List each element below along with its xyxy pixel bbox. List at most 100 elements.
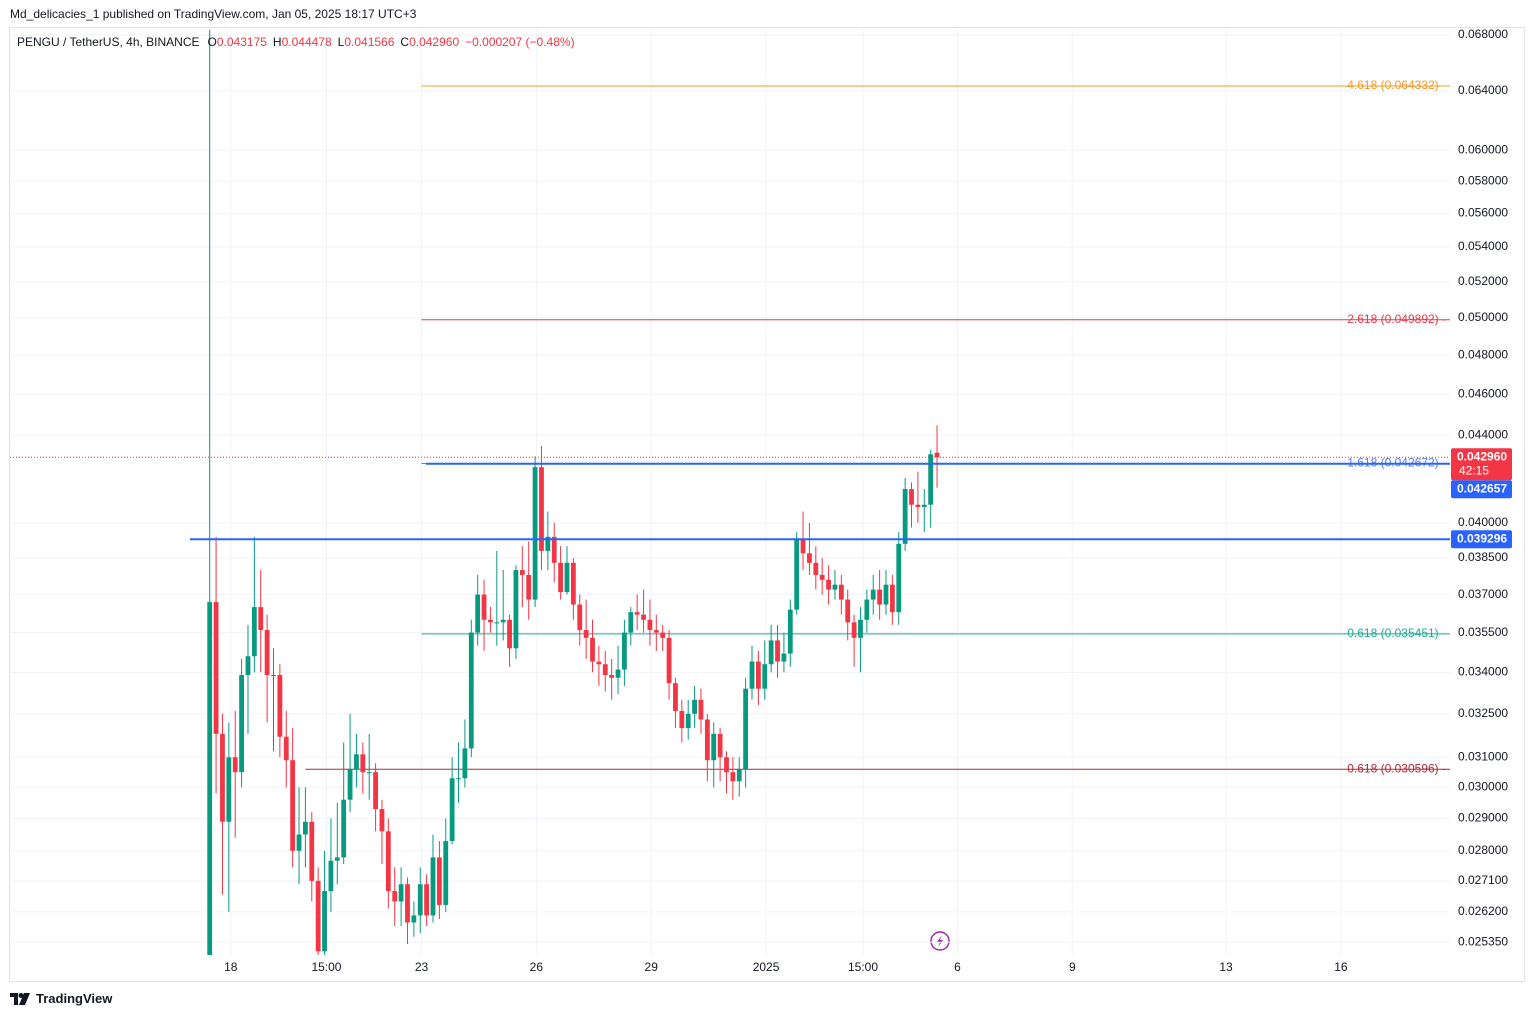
fib-label: 2.618 (0.049892) - [1347, 312, 1446, 326]
y-tick-label: 0.030000 [1458, 780, 1508, 794]
x-tick-label: 15:00 [848, 960, 878, 974]
candle-body [858, 619, 863, 638]
candle-body [698, 699, 704, 720]
y-tick-label: 0.046000 [1458, 387, 1508, 401]
candle-body [717, 733, 723, 758]
candle-body [303, 821, 308, 835]
candle-body [583, 630, 589, 638]
y-tick-label: 0.052000 [1458, 274, 1508, 288]
candle-body [590, 637, 595, 662]
legend-key: L [337, 35, 345, 49]
candle-body [283, 736, 289, 761]
price-badge-label: 0.039296 [1457, 531, 1507, 545]
candle-body [207, 602, 213, 955]
candle-body [475, 594, 481, 633]
x-tick-label: 26 [530, 960, 544, 974]
candle-body [417, 884, 423, 916]
candle-body [622, 632, 627, 670]
candle-body [896, 543, 902, 613]
chart: 18 15:00 23 26 29 2025 15:00 6 9 13 16 0.068000 0.06… [9, 27, 1525, 982]
legend-value: 0.042960 [409, 35, 460, 49]
candle-body [545, 536, 551, 551]
fib-label: 4.618 (0.064332) - [1347, 78, 1446, 92]
candle-body [832, 584, 838, 590]
y-tick-label: 0.054000 [1458, 239, 1508, 253]
legend-value: 0.043175 [216, 35, 267, 49]
candle-body [226, 757, 232, 822]
y-tick-label: 0.060000 [1458, 142, 1508, 156]
x-tick-label: 18 [224, 960, 238, 974]
candle-body [730, 772, 736, 782]
candle-body [405, 884, 410, 923]
candle-body [392, 891, 398, 902]
candle-body [347, 769, 353, 800]
candle-body [564, 562, 570, 593]
candle-body [220, 733, 225, 822]
chart-frame [9, 27, 1525, 982]
candle-body [864, 599, 870, 620]
candle-body [526, 574, 532, 600]
x-tick-label: 29 [645, 960, 659, 974]
fib-label: 0.618 (0.030596) - [1347, 761, 1446, 775]
candle-body [296, 834, 302, 851]
candle-body [494, 622, 500, 624]
candle-body [245, 656, 251, 676]
candle-body [685, 713, 691, 729]
candle-body [513, 570, 519, 649]
candle-body [577, 604, 583, 631]
candle-body [851, 622, 857, 638]
grid [10, 27, 1450, 955]
candles [207, 29, 940, 955]
candle-body [736, 769, 742, 782]
candle-body [838, 584, 844, 600]
candle-body [915, 504, 921, 507]
candle-body [315, 880, 321, 952]
candle-body [934, 452, 940, 458]
candle-body [309, 821, 315, 881]
last-price-badge [1451, 448, 1512, 481]
candle-body [264, 630, 270, 676]
legend-value: 0.041566 [344, 35, 395, 49]
fib-label: 1.618 (0.042672) - [1347, 456, 1446, 470]
ohlc-legend: PENGU / TetherUS, 4h, BINANCE O0.043175 H0… [17, 35, 581, 49]
candle-body [755, 661, 761, 689]
y-tick-label: 0.025350 [1458, 934, 1508, 948]
y-tick-label: 0.026200 [1458, 904, 1508, 918]
candle-body [507, 619, 512, 649]
candle-body [679, 710, 685, 729]
price-badge [1451, 480, 1512, 499]
candle-body [411, 915, 417, 923]
candle-body [634, 612, 640, 615]
legend-key: C [400, 35, 410, 49]
candle-body [379, 809, 385, 832]
candle-body [290, 760, 296, 851]
candle-body [813, 562, 819, 575]
candle-body [743, 688, 749, 770]
candle-body [762, 664, 768, 689]
candle-body [443, 841, 449, 905]
candle-body [570, 562, 576, 605]
x-tick-label: 6 [954, 960, 961, 974]
y-tick-label: 0.035500 [1458, 625, 1508, 639]
candle-body [794, 539, 800, 610]
countdown: 42:15 [1459, 463, 1489, 477]
candle-body [232, 757, 238, 773]
candle-body [609, 675, 615, 678]
candle-body [883, 584, 889, 605]
candle-body [909, 489, 914, 505]
x-tick-label: 16 [1334, 960, 1348, 974]
candle-body [258, 607, 264, 631]
x-tick-label: 13 [1219, 960, 1233, 974]
candle-body [500, 619, 506, 623]
candle-body [602, 664, 608, 676]
y-tick-label: 0.029000 [1458, 811, 1508, 825]
candle-body [424, 884, 430, 916]
y-tick-label: 0.064000 [1458, 83, 1508, 97]
candle-body [539, 467, 544, 551]
y-tick-label: 0.040000 [1458, 515, 1508, 529]
candle-body [641, 614, 646, 620]
publisher-line: Md_delicacies_1 published on TradingView… [10, 7, 417, 21]
candle-body [213, 602, 219, 734]
candle-body [787, 609, 793, 654]
candle-body [558, 562, 564, 593]
